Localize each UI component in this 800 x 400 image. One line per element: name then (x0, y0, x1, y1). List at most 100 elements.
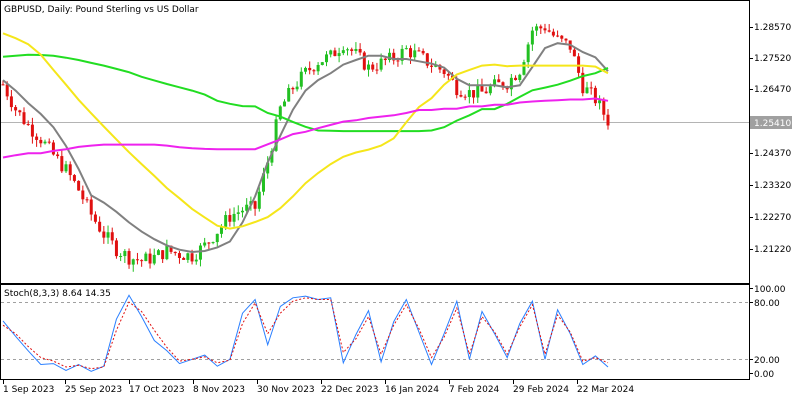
candle-body (409, 48, 413, 58)
candle-body (253, 201, 257, 209)
candle-body (266, 162, 270, 174)
candle-body (367, 64, 371, 70)
candle-body (165, 245, 169, 260)
price-tick-label: 1.24370 (754, 149, 791, 159)
candle-body (98, 221, 102, 232)
candle-body (51, 142, 55, 155)
candle-body (18, 110, 22, 113)
candle-body (518, 74, 522, 81)
candle-body (589, 87, 593, 89)
candle-body (186, 253, 190, 260)
candle-body (282, 101, 286, 107)
candle-body (1, 84, 5, 86)
candle-body (484, 91, 488, 94)
price-tick-label: 1.26470 (754, 85, 791, 95)
stoch-tick-label: 80.00 (754, 299, 780, 309)
stoch-tick-label: 20.00 (754, 356, 780, 366)
candle-body (459, 95, 463, 97)
candle-body (362, 52, 366, 70)
candle-body (177, 253, 181, 258)
candle-body (354, 48, 358, 51)
candle-body (68, 164, 72, 176)
candle-body (535, 26, 539, 31)
candle-body (593, 87, 597, 104)
candle-body (173, 251, 177, 254)
candle-body (131, 259, 135, 265)
candle-body (476, 85, 480, 98)
date-tick-label: 30 Nov 2023 (257, 385, 315, 395)
candle-body (446, 74, 450, 76)
candle-body (505, 87, 509, 90)
moving-average-line (2, 97, 609, 159)
candle-body (169, 245, 173, 252)
candle-body (270, 150, 274, 163)
candle-body (211, 242, 215, 244)
candle-body (572, 49, 576, 57)
candle-body (203, 242, 207, 246)
candle-body (81, 190, 85, 200)
candle-body (106, 232, 110, 238)
candle-body (93, 214, 97, 222)
date-tick-label: 22 Dec 2023 (321, 385, 379, 395)
date-tick-label: 29 Feb 2024 (513, 385, 569, 395)
candle-body (585, 87, 589, 94)
candles-group (1, 23, 610, 272)
stochastic-group (2, 294, 609, 372)
candle-body (144, 253, 148, 262)
candle-body (333, 50, 337, 57)
candle-body (530, 30, 534, 45)
candle-body (26, 123, 30, 125)
candle-body (102, 231, 106, 238)
candle-body (417, 50, 421, 52)
candle-body (312, 70, 316, 72)
candle-body (257, 191, 261, 209)
candle-body (606, 114, 610, 126)
candle-body (72, 175, 76, 181)
candle-body (47, 141, 51, 143)
candle-body (85, 199, 89, 201)
candle-body (135, 259, 139, 261)
candle-body (224, 215, 228, 227)
candle-body (421, 50, 425, 54)
main-panel-frame (0, 0, 750, 284)
moving-average-line (2, 42, 609, 254)
candle-body (442, 69, 446, 75)
candle-body (152, 254, 156, 264)
price-axis: 1.28570 1.27520 1.26470 1.25410 1.24370 … (749, 23, 792, 255)
candle-body (329, 50, 333, 55)
candle-body (379, 58, 383, 70)
candle-body (22, 112, 26, 124)
candle-body (358, 48, 362, 53)
candle-body (480, 85, 484, 92)
candle-body (316, 64, 320, 72)
candle-body (64, 164, 68, 172)
current-price-label: 1.25410 (754, 119, 791, 129)
candle-body (287, 87, 291, 102)
candle-body (89, 199, 93, 215)
candle-body (514, 77, 518, 81)
stoch-tick-label: 0.00 (754, 370, 774, 380)
candle-body (371, 64, 375, 70)
candle-body (190, 253, 194, 262)
price-tick-label: 1.22270 (754, 213, 791, 223)
current-price-badge (750, 116, 792, 129)
candle-body (551, 31, 555, 36)
candle-body (30, 124, 34, 137)
candle-body (240, 210, 244, 213)
candle-body (598, 100, 602, 104)
date-tick-label: 1 Sep 2023 (3, 385, 54, 395)
stoch-title: Stoch(8,3,3) 8.64 14.35 (4, 289, 111, 299)
candle-body (207, 242, 211, 244)
candle-body (341, 50, 345, 54)
price-tick-label: 1.27520 (754, 54, 791, 64)
candle-body (430, 65, 434, 67)
candle-body (392, 52, 396, 61)
candle-body (493, 79, 497, 87)
candle-body (320, 62, 324, 65)
date-tick-label: 25 Sep 2023 (65, 385, 122, 395)
date-tick-label: 16 Jan 2024 (385, 385, 439, 395)
candle-body (274, 119, 278, 151)
candle-body (325, 54, 329, 63)
candle-body (472, 90, 476, 98)
candle-body (232, 213, 236, 222)
